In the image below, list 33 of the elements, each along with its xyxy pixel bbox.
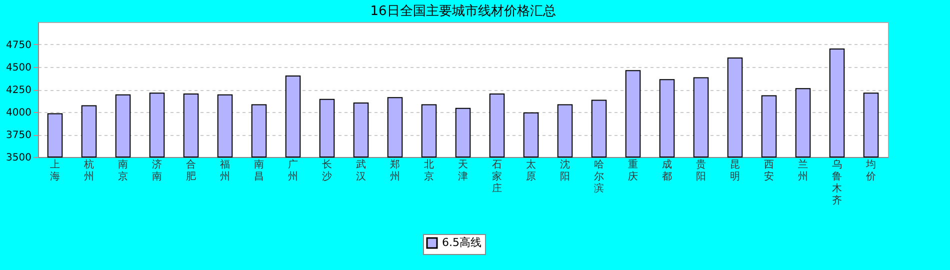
x-tick-label: 长沙 bbox=[322, 158, 332, 182]
x-tick-label: 北京 bbox=[424, 158, 434, 182]
y-tick-label: 4750 bbox=[6, 40, 32, 51]
x-tick-label: 济南 bbox=[152, 158, 162, 182]
x-tick-label: 天津 bbox=[458, 160, 468, 182]
y-tick-label: 4500 bbox=[6, 62, 32, 74]
x-tick-label: 福州 bbox=[220, 158, 230, 182]
x-tick-label: 南昌 bbox=[254, 158, 264, 182]
y-tick-label: 4000 bbox=[6, 108, 32, 118]
x-tick-label: 杭州 bbox=[83, 158, 94, 182]
x-tick-label: 成都 bbox=[662, 158, 672, 182]
x-tick-label: 南京 bbox=[118, 158, 128, 182]
x-tick-label: 西安 bbox=[764, 160, 774, 182]
x-tick-label: 合肥 bbox=[186, 158, 196, 182]
x-tick-label: 郑州 bbox=[390, 158, 400, 182]
x-tick-label: 重庆 bbox=[628, 158, 638, 182]
x-tick-label: 上海 bbox=[50, 158, 60, 182]
x-tick-label: 武汉 bbox=[356, 158, 366, 182]
x-tick-label: 沈阳 bbox=[560, 158, 570, 182]
chart-title: 16日全国主要城市线材价格汇总 bbox=[370, 3, 556, 19]
x-tick-label: 哈尔滨 bbox=[594, 158, 604, 194]
x-tick-label: 昆明 bbox=[730, 160, 740, 182]
x-tick-label: 乌鲁木齐 bbox=[832, 158, 842, 206]
y-tick-label: 4250 bbox=[6, 85, 32, 96]
legend-label: 6.5高线 bbox=[442, 236, 482, 249]
x-tick-label: 均价 bbox=[865, 158, 876, 182]
x-tick-label: 贵阳 bbox=[696, 158, 706, 182]
x-tick-label: 太原 bbox=[526, 158, 536, 182]
y-tick-label: 3750 bbox=[6, 130, 32, 141]
x-tick-label: 石家庄 bbox=[492, 160, 502, 194]
y-tick-label: 3500 bbox=[6, 152, 32, 164]
x-tick-label: 兰州 bbox=[798, 158, 808, 182]
x-tick-label: 广州 bbox=[288, 158, 298, 182]
